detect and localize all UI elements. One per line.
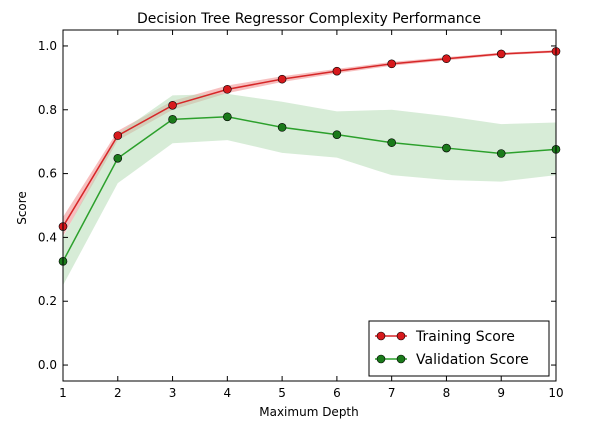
- axes: 1 2 3 4 5 6 7 8 9 10 0.0 0.2 0.4 0.6 0.8 1.0: [38, 29, 564, 400]
- x-tick-label: 6: [333, 386, 341, 400]
- series-1-point: [332, 130, 342, 139]
- plot-area: [58, 47, 561, 286]
- y-tick-label: 0.6: [38, 167, 57, 181]
- chart-title: Decision Tree Regressor Complexity Perfo…: [137, 11, 481, 27]
- x-tick-label: 9: [497, 386, 505, 400]
- series-0-point: [442, 54, 451, 64]
- x-tick-label: 8: [443, 386, 451, 400]
- axes-frame: [62, 29, 557, 382]
- x-axis-label: Maximum Depth: [259, 405, 359, 419]
- legend-marker: [376, 331, 386, 341]
- y-axis-label: Score: [15, 191, 29, 225]
- y-tick-label: 0.2: [38, 294, 57, 308]
- x-tick-label: 3: [169, 386, 177, 400]
- series-0-point: [496, 49, 506, 59]
- series-0-point: [168, 101, 177, 110]
- legend: Training Score Validation Score: [368, 320, 550, 377]
- series-0-point: [332, 66, 342, 76]
- x-tick-label: 10: [548, 386, 563, 400]
- series-1-point: [113, 153, 123, 163]
- x-tick-label: 2: [114, 386, 122, 400]
- legend-marker: [376, 354, 386, 364]
- y-tick-label: 0.8: [38, 103, 57, 117]
- series-0-point: [113, 131, 123, 140]
- series-0-point: [223, 85, 232, 94]
- series-0-point: [277, 74, 287, 84]
- series-1-band: [63, 93, 556, 286]
- y-tick-label: 0.0: [38, 358, 57, 372]
- series-1-point: [168, 115, 177, 124]
- legend-marker: [396, 331, 406, 341]
- legend-box: [368, 320, 550, 377]
- y-tick-label: 0.4: [38, 230, 57, 244]
- series-1-point: [496, 149, 506, 158]
- legend-marker: [396, 354, 406, 364]
- series-1-point: [223, 112, 232, 122]
- series-1-line: [62, 116, 557, 262]
- x-tick-label: 1: [59, 386, 67, 400]
- series-1-point: [442, 143, 451, 153]
- legend-label: Validation Score: [416, 352, 529, 368]
- series-1-point: [387, 138, 396, 147]
- x-tick-label: 7: [388, 386, 396, 400]
- series-1-point: [277, 123, 287, 132]
- y-tick-label: 1.0: [38, 39, 57, 53]
- x-tick-label: 4: [224, 386, 232, 400]
- series-0-point: [387, 59, 396, 69]
- x-tick-label: 5: [278, 386, 286, 400]
- legend-label: Training Score: [415, 329, 515, 345]
- series-0-line: [62, 50, 557, 227]
